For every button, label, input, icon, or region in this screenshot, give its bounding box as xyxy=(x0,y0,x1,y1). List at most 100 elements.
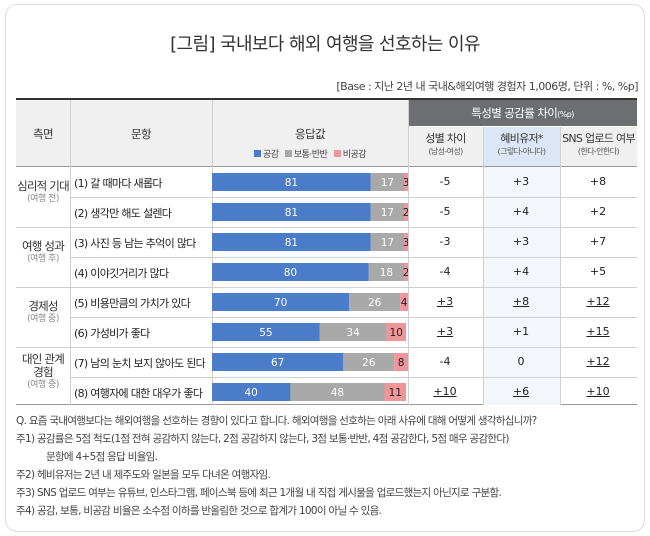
category-sub: (여행 중) xyxy=(27,380,59,390)
bar-value-label: 17 xyxy=(381,207,394,219)
column-divider xyxy=(483,127,484,405)
disagree-bar xyxy=(400,293,408,311)
note-2: 주2) 헤비유저는 2년 내 제주도와 일본을 모두 다녀온 여행자임. xyxy=(16,469,271,481)
category-name: 여행 성과 xyxy=(22,239,65,253)
diff-header-heavy: 혜비유저* (그렇다-아니다) xyxy=(483,127,560,167)
agree-bar xyxy=(212,293,350,311)
disagree-bar xyxy=(384,383,407,401)
header-category: 측면 xyxy=(33,127,54,141)
category-sub: (여행 전) xyxy=(27,194,59,204)
diff-header-gender: 성별 차이 (남성-여성) xyxy=(408,127,483,167)
diff-header-sub: (그렇다-아니다) xyxy=(497,147,546,156)
bar-value-label: 81 xyxy=(285,237,298,249)
row-divider xyxy=(70,377,637,378)
sns-diff-value: +2 xyxy=(589,205,607,218)
note-4: 주4) 공감, 보통, 비공감 비율은 소수점 이하를 반올림한 것으로 합계가… xyxy=(16,505,382,517)
gender-diff-value: -5 xyxy=(439,175,451,188)
bar-value-label: 2 xyxy=(403,207,408,219)
gender-diff-value: -3 xyxy=(439,235,451,248)
category-name: 경험 xyxy=(33,365,53,379)
bar-value-label: 26 xyxy=(368,297,382,309)
heavy-user-diff-value: +4 xyxy=(512,265,530,278)
category-name: 심리적 기대 xyxy=(17,179,70,193)
diff-group-unit: (%p) xyxy=(557,110,574,119)
group-divider xyxy=(16,227,637,228)
neutral-bar xyxy=(319,323,387,341)
item-label: (2) 생각만 해도 설렌다 xyxy=(74,207,172,220)
legend-item-neutral: 보통·반반 xyxy=(284,150,328,160)
category-sub: (여행 중) xyxy=(27,314,59,324)
gender-diff-value: -5 xyxy=(439,205,451,218)
header-divider xyxy=(16,166,637,167)
item-label: (3) 사진 등 남는 추억이 많다 xyxy=(74,237,196,250)
legend-item-agree: 공감 xyxy=(253,150,279,160)
item-label: (4) 이야깃거리가 많다 xyxy=(74,267,169,280)
bar-value-label: 11 xyxy=(389,387,402,399)
heavy-user-diff-value: +1 xyxy=(512,325,530,338)
column-divider xyxy=(408,100,409,405)
item-label: (8) 여행자에 대한 대우가 좋다 xyxy=(74,387,203,400)
bar-value-label: 81 xyxy=(285,207,298,219)
diff-header-label: 혜비유저* xyxy=(500,132,543,145)
note-1-continued: 문항에 4+5점 응답 비율임. xyxy=(46,451,158,463)
legend-item-disagree: 비공감 xyxy=(333,150,367,160)
sns-diff-value: +7 xyxy=(589,235,607,248)
agree-bar xyxy=(212,233,371,251)
legend-swatch xyxy=(284,150,292,157)
gender-diff-value: +3 xyxy=(436,325,454,338)
item-label: (6) 가성비가 좋다 xyxy=(74,327,150,340)
heavy-user-diff-value: +4 xyxy=(512,205,530,218)
diff-group-label: 특성별 공감률 차이 xyxy=(471,106,558,120)
stacked-bar-chart: 81 17 3 81 17 2 81 17 3 80 18 2 70 26 4 55 34 10 67 26 8 40 48… xyxy=(212,173,408,401)
chart-legend: 공감 보통·반반 비공감 xyxy=(212,147,408,160)
neutral-bar xyxy=(343,353,395,371)
bar-value-label: 34 xyxy=(346,327,360,339)
neutral-bar xyxy=(370,233,405,251)
disagree-bar xyxy=(404,263,408,281)
agree-bar xyxy=(212,263,369,281)
survey-table: 측면 문항 응답값 공감 보통·반반 비공감 특성별 공감률 차이(%p) 성별… xyxy=(16,98,637,405)
question-note: Q. 요즘 국내여행보다는 해외여행을 선호하는 경향이 있다고 합니다. 해외… xyxy=(16,415,537,427)
category-psychological: 심리적 기대 (여행 전) xyxy=(16,180,70,206)
heavy-user-diff-value: +3 xyxy=(512,175,530,188)
bar-value-label: 48 xyxy=(331,387,344,399)
bar-value-label: 55 xyxy=(259,327,272,339)
neutral-bar xyxy=(349,293,401,311)
diff-group-header: 특성별 공감률 차이(%p) xyxy=(408,100,637,126)
legend-label: 보통·반반 xyxy=(293,150,328,160)
column-divider xyxy=(70,100,71,405)
disagree-bar xyxy=(404,203,408,221)
category-economy: 경제성 (여행 중) xyxy=(16,300,70,326)
footnotes: Q. 요즘 국내여행보다는 해외여행을 선호하는 경향이 있다고 합니다. 해외… xyxy=(16,412,537,520)
sns-diff-value: +15 xyxy=(586,325,610,338)
neutral-bar xyxy=(290,383,385,401)
disagree-bar xyxy=(404,233,408,251)
item-label: (7) 남의 눈치 보지 않아도 된다 xyxy=(74,357,206,370)
bar-value-label: 40 xyxy=(245,387,258,399)
legend-label: 비공감 xyxy=(342,150,367,160)
bar-value-label: 67 xyxy=(271,357,284,369)
bar-value-label: 3 xyxy=(403,177,408,189)
gender-diff-value: -4 xyxy=(439,355,451,368)
agree-bar xyxy=(212,173,371,191)
bar-value-label: 26 xyxy=(362,357,376,369)
agree-bar xyxy=(212,203,371,221)
bar-value-label: 3 xyxy=(403,237,408,249)
sns-diff-value: +8 xyxy=(589,175,607,188)
bar-value-label: 10 xyxy=(390,327,403,339)
diff-header-sub: (남성-여성) xyxy=(428,147,463,156)
group-divider xyxy=(16,347,637,348)
bar-value-label: 18 xyxy=(380,267,393,279)
header-response: 응답값 xyxy=(295,127,326,141)
gender-diff-value: -4 xyxy=(439,265,451,278)
item-label: (5) 비용만큼의 가치가 있다 xyxy=(74,297,191,310)
bar-value-label: 4 xyxy=(401,297,408,309)
diff-header-sub: (한다-안한다) xyxy=(577,147,620,156)
note-1: 주1) 공감률은 5점 척도(1점 전혀 공감하지 않는다, 2점 공감하지 않… xyxy=(16,433,509,445)
row-divider xyxy=(70,317,637,318)
heavy-user-diff-value: +3 xyxy=(512,235,530,248)
category-sub: (여행 후) xyxy=(27,254,59,264)
bar-value-label: 17 xyxy=(381,237,394,249)
agree-bar xyxy=(212,353,344,371)
figure-title: [그림] 국내보다 해외 여행을 선호하는 이유 xyxy=(170,34,480,55)
